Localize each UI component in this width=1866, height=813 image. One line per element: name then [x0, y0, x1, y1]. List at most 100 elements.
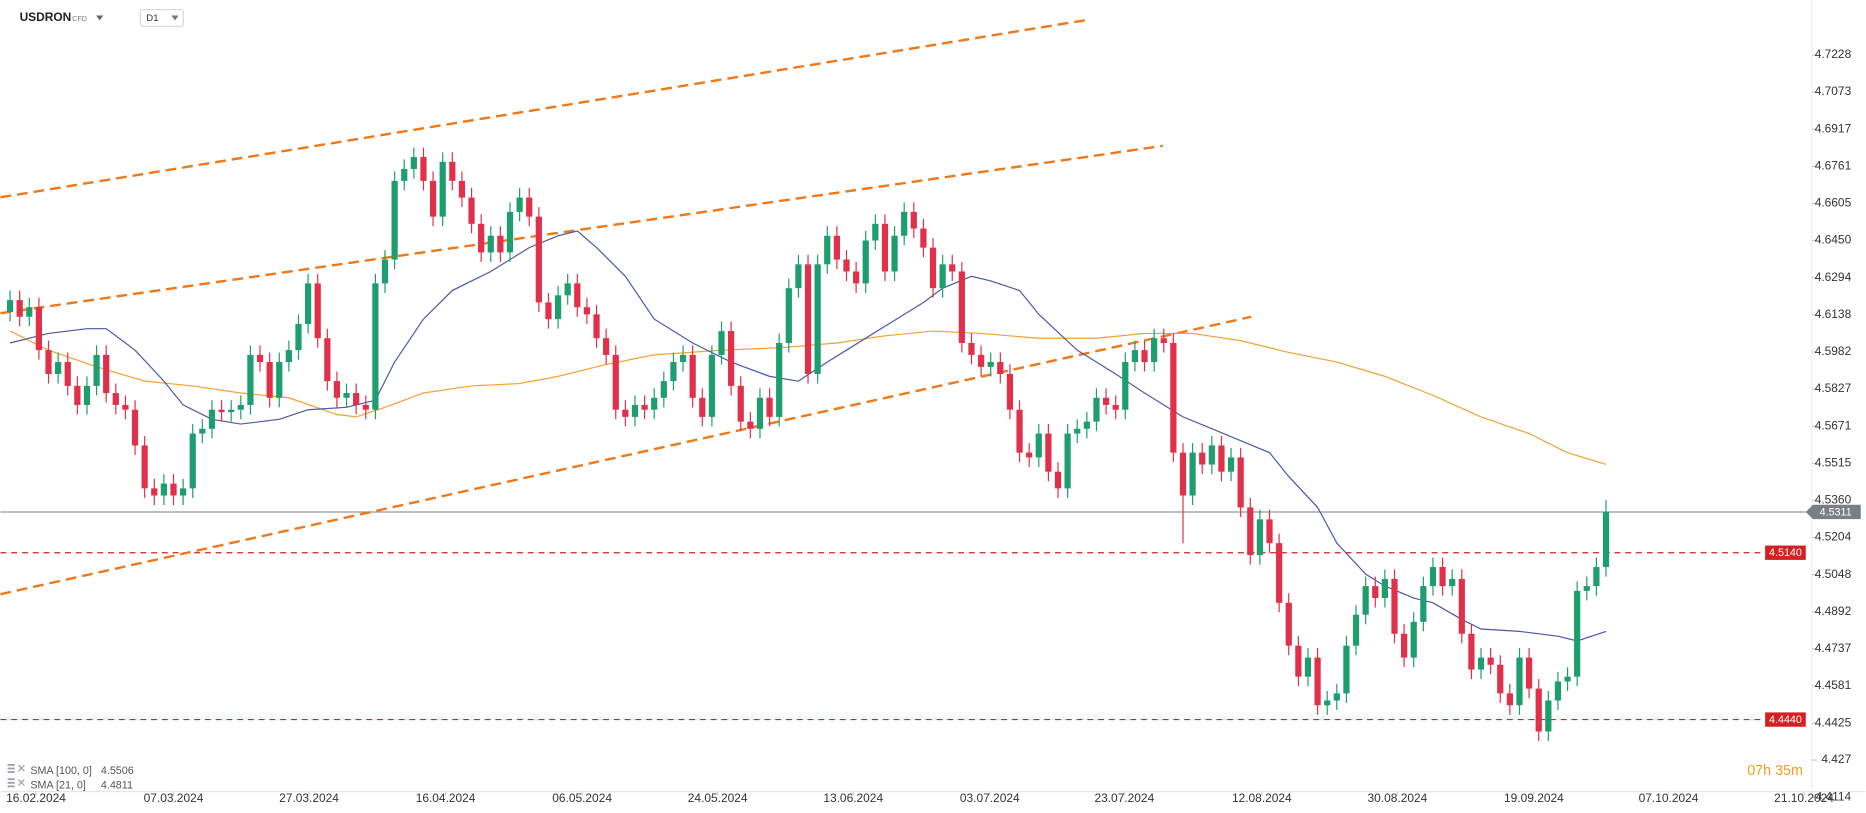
candle-body: [574, 283, 581, 308]
candle-body: [420, 157, 427, 181]
y-tick-label: 4.6450: [1815, 233, 1852, 247]
candle-body: [266, 362, 273, 398]
x-tick-label: 07.10.2024: [1639, 791, 1699, 805]
candle-body: [1429, 567, 1437, 587]
candle-body: [1035, 433, 1042, 458]
candle-body: [1602, 512, 1610, 568]
candle-body: [785, 288, 792, 343]
candle-body: [295, 323, 302, 351]
candle-body: [151, 488, 158, 496]
candle-body: [343, 393, 350, 398]
candle-body: [381, 259, 389, 284]
candle-body: [766, 397, 773, 417]
candle-body: [689, 354, 696, 398]
last-price-box: [1805, 504, 1861, 520]
candle-body: [1064, 433, 1071, 489]
candle-body: [776, 342, 783, 417]
candle-body: [170, 483, 177, 496]
candle-body: [1362, 586, 1369, 615]
candle-body: [256, 354, 264, 363]
candle-body: [718, 331, 725, 355]
symbol-dropdown[interactable]: [96, 15, 104, 21]
candle-body: [1054, 471, 1062, 489]
candle-body: [795, 264, 802, 289]
candle-body: [1439, 567, 1446, 587]
candle-body: [1045, 433, 1052, 472]
candle-body: [1343, 645, 1350, 694]
candle-body: [1266, 519, 1273, 544]
candle-body: [583, 307, 591, 315]
candle-body: [55, 362, 62, 374]
candle-body: [804, 264, 812, 374]
candle-body: [1564, 676, 1571, 682]
legend-value: 4.5506: [101, 765, 134, 777]
candle-body: [458, 180, 466, 198]
candle-body: [497, 235, 504, 253]
candle-body: [641, 404, 648, 410]
symbol[interactable]: USDRON: [20, 10, 72, 24]
candle-body: [1218, 445, 1225, 472]
candle-body: [1304, 657, 1312, 677]
candle-body: [16, 300, 23, 317]
timeframe[interactable]: D1: [146, 13, 158, 24]
candle-body: [603, 338, 610, 355]
y-tick-label: 4.7073: [1815, 84, 1852, 98]
candle-body: [1199, 452, 1206, 465]
timeframe-box[interactable]: [139, 8, 184, 27]
level-label-box: [1765, 545, 1806, 560]
candle-body: [1026, 452, 1033, 458]
candle-body: [401, 168, 408, 181]
y-tick-label: 4.427: [1821, 752, 1851, 766]
candle-body: [131, 409, 139, 446]
candle-body: [199, 428, 206, 434]
candle-body: [1583, 586, 1590, 591]
candle-body: [1545, 700, 1552, 732]
candle-body: [1256, 519, 1264, 556]
candle-body: [160, 483, 167, 496]
y-tick-label: 4.5515: [1815, 456, 1852, 470]
y-tick-label: 4.4892: [1815, 604, 1852, 618]
y-tick-label: 4.6917: [1815, 121, 1852, 135]
candle-body: [1352, 614, 1360, 646]
candle-body: [631, 404, 639, 417]
candle-body: [1468, 633, 1475, 670]
y-tick-label: 4.5671: [1815, 418, 1852, 432]
candle-body: [45, 350, 52, 374]
plot: [0, 18, 1812, 742]
x-tick-label: 24.05.2024: [688, 791, 748, 805]
legend-name: SMA [100, 0]: [30, 765, 92, 777]
x-tick-label: 27.03.2024: [279, 791, 339, 805]
candle-body: [1016, 409, 1023, 453]
candle-body: [285, 350, 292, 363]
candle-body: [1333, 693, 1340, 701]
y-tick-label: 4.4737: [1815, 641, 1852, 655]
x-tick-label: 16.04.2024: [416, 791, 476, 805]
candle-body: [1401, 633, 1408, 658]
trendline: [0, 315, 1252, 596]
candle-body: [1006, 373, 1014, 410]
candle-body: [353, 393, 360, 405]
candle-body: [1295, 645, 1302, 677]
candle-body: [468, 197, 475, 224]
candle-body: [372, 283, 379, 410]
candle-body: [910, 211, 917, 229]
timeframe-dropdown[interactable]: [171, 15, 179, 21]
candle-body: [391, 180, 398, 260]
candle-body: [333, 381, 341, 398]
candle-body: [1083, 421, 1090, 429]
candle-body: [1554, 681, 1562, 701]
x-tick-label: 30.08.2024: [1368, 791, 1428, 805]
candle-body: [237, 404, 244, 410]
instrument: CFD: [72, 15, 87, 23]
candle-body: [872, 223, 879, 241]
candle-body: [526, 197, 533, 217]
candle-body: [362, 404, 369, 410]
candle-body: [1276, 543, 1283, 603]
candle-body: [1574, 590, 1581, 677]
y-tick-label: 4.6294: [1815, 270, 1852, 284]
candle-body: [535, 216, 542, 303]
candle-body: [728, 331, 735, 386]
candle-body: [324, 338, 331, 382]
